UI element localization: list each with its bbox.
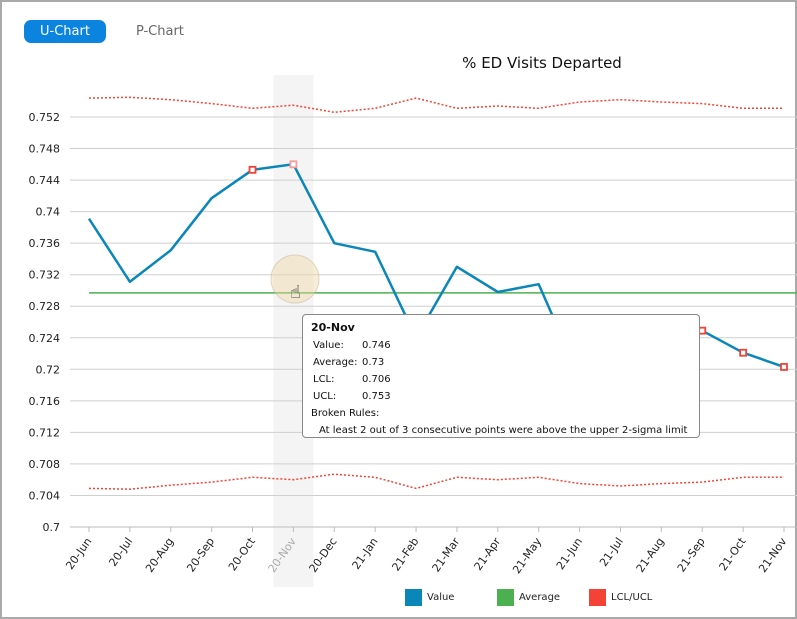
y-tick-label: 0.732 (29, 269, 61, 282)
x-tick-label: 21-Apr (472, 535, 504, 573)
y-tick-label: 0.72 (36, 363, 61, 376)
x-tick-label: 20-Sep (184, 535, 217, 574)
y-tick-label: 0.748 (29, 143, 61, 156)
flagged-point-marker (739, 348, 748, 357)
x-tick-label: 21-May (510, 535, 544, 576)
legend: Value Average LCL/UCL (405, 589, 652, 606)
legend-item-average[interactable]: Average (497, 589, 589, 606)
tooltip-key: LCL: (313, 374, 335, 385)
y-tick-label: 0.712 (29, 426, 61, 439)
x-tick-label: 20-Jul (106, 535, 135, 569)
cursor-highlight (270, 254, 320, 304)
legend-swatch (405, 589, 422, 606)
tab-u-chart[interactable]: U-Chart (24, 20, 106, 43)
legend-item-value[interactable]: Value (405, 589, 497, 606)
y-tick-label: 0.752 (29, 111, 61, 124)
legend-swatch (589, 589, 606, 606)
y-tick-label: 0.716 (29, 395, 61, 408)
flagged-point-marker (289, 160, 298, 169)
tooltip-broken-label: Broken Rules: (311, 408, 380, 419)
tooltip-val: 0.746 (362, 340, 391, 351)
x-tick-label: 20-Oct (226, 535, 258, 574)
y-tick-label: 0.724 (29, 332, 61, 345)
legend-label: LCL/UCL (611, 592, 653, 603)
tooltip-row-ucl: UCL: 0.753 (311, 388, 691, 405)
chart-title: % ED Visits Departed (462, 54, 622, 72)
y-tick-label: 0.708 (29, 458, 61, 471)
y-tick-label: 0.74 (36, 206, 61, 219)
x-tick-label: 21-Nov (756, 535, 790, 575)
y-tick-label: 0.744 (29, 174, 61, 187)
x-tick-label: 21-Jun (554, 535, 585, 572)
tooltip-key: Value: (313, 340, 344, 351)
x-tick-label: 20-Jun (63, 535, 94, 572)
x-tick-label: 21-Jan (350, 535, 381, 572)
x-tick-label: 21-Sep (675, 535, 708, 574)
tooltip-key: Average: (313, 357, 358, 368)
tooltip-val: 0.706 (362, 374, 391, 385)
y-tick-label: 0.704 (29, 489, 61, 502)
tooltip-val: 0.73 (362, 357, 385, 368)
tooltip-row-lcl: LCL: 0.706 (311, 371, 691, 388)
tooltip-key: UCL: (313, 391, 337, 402)
flagged-point-marker (780, 363, 788, 371)
legend-label: Average (519, 592, 561, 603)
tab-p-chart[interactable]: P-Chart (135, 24, 184, 39)
tooltip-row-value: Value: 0.746 (311, 337, 691, 354)
x-tick-label: 21-Feb (389, 535, 421, 573)
hand-cursor-icon: ☝ (290, 282, 301, 303)
x-tick-label: 20-Aug (143, 535, 176, 575)
y-tick-label: 0.7 (43, 521, 61, 534)
x-tick-label: 21-Mar (430, 535, 463, 575)
tooltip-row-average: Average: 0.73 (311, 354, 691, 371)
ucl-line (88, 96, 784, 114)
legend-label: Value (427, 592, 455, 603)
tooltip-val: 0.753 (362, 391, 391, 402)
tooltip: 20-Nov Value: 0.746 Average: 0.73 LCL: 0.70… (302, 314, 700, 438)
x-tick-label: 21-Aug (634, 535, 667, 575)
tooltip-rule: At least 2 out of 3 consecutive points w… (319, 425, 688, 436)
legend-swatch (497, 589, 514, 606)
y-tick-label: 0.736 (29, 237, 61, 250)
x-tick-label: 21-Jul (597, 535, 626, 569)
flagged-point-marker (248, 165, 257, 174)
flagged-point-marker (698, 326, 707, 335)
y-tick-label: 0.728 (29, 300, 61, 313)
x-tick-label: 21-Oct (717, 535, 749, 574)
chart-type-tabs: U-Chart P-Chart (24, 20, 200, 43)
legend-item-lcl-ucl[interactable]: LCL/UCL (589, 589, 652, 606)
lcl-line (88, 473, 784, 490)
tooltip-title: 20-Nov (311, 321, 355, 334)
